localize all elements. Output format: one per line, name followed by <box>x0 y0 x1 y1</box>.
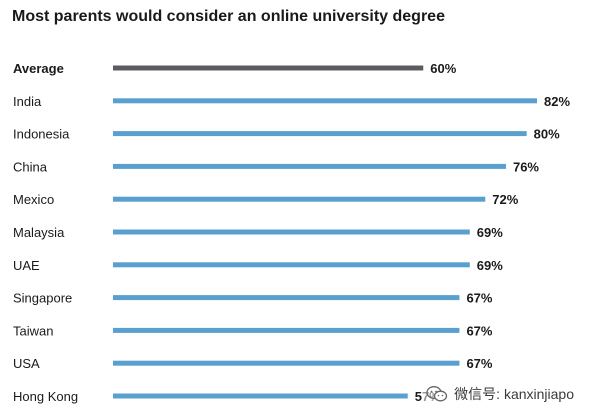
value-label-taiwan: 67% <box>466 323 492 338</box>
bar-malaysia <box>113 229 470 235</box>
value-label-usa: 67% <box>466 356 492 371</box>
category-label-malaysia: Malaysia <box>13 225 65 240</box>
value-label-indonesia: 80% <box>534 127 560 142</box>
value-label-mexico: 72% <box>492 192 518 207</box>
category-label-taiwan: Taiwan <box>13 323 53 338</box>
bar-uae <box>113 262 470 268</box>
category-label-usa: USA <box>13 356 40 371</box>
chart-title: Most parents would consider an online un… <box>12 8 445 25</box>
value-label-china: 76% <box>513 159 539 174</box>
bar-taiwan <box>113 327 460 333</box>
value-label-average: 60% <box>430 61 456 76</box>
value-label-india: 82% <box>544 94 570 109</box>
category-label-singapore: Singapore <box>13 291 72 306</box>
category-label-china: China <box>13 159 48 174</box>
bar-hong-kong <box>113 393 408 399</box>
wechat-icon <box>426 385 448 403</box>
value-label-uae: 69% <box>477 258 503 273</box>
bar-china <box>113 163 506 169</box>
category-label-india: India <box>13 94 42 109</box>
category-label-uae: UAE <box>13 258 40 273</box>
bar-indonesia <box>113 131 527 137</box>
bar-india <box>113 98 537 104</box>
value-label-malaysia: 69% <box>477 225 503 240</box>
value-label-singapore: 67% <box>466 291 492 306</box>
category-label-indonesia: Indonesia <box>13 127 70 142</box>
category-label-mexico: Mexico <box>13 192 54 207</box>
watermark: 微信号: kanxinjiapo <box>422 382 578 406</box>
category-label-average: Average <box>13 61 64 76</box>
category-label-hong-kong: Hong Kong <box>13 389 78 404</box>
watermark-text: 微信号: kanxinjiapo <box>454 386 574 402</box>
bar-average <box>113 65 424 71</box>
bar-singapore <box>113 295 460 301</box>
bar-usa <box>113 360 460 366</box>
bar-mexico <box>113 196 486 202</box>
